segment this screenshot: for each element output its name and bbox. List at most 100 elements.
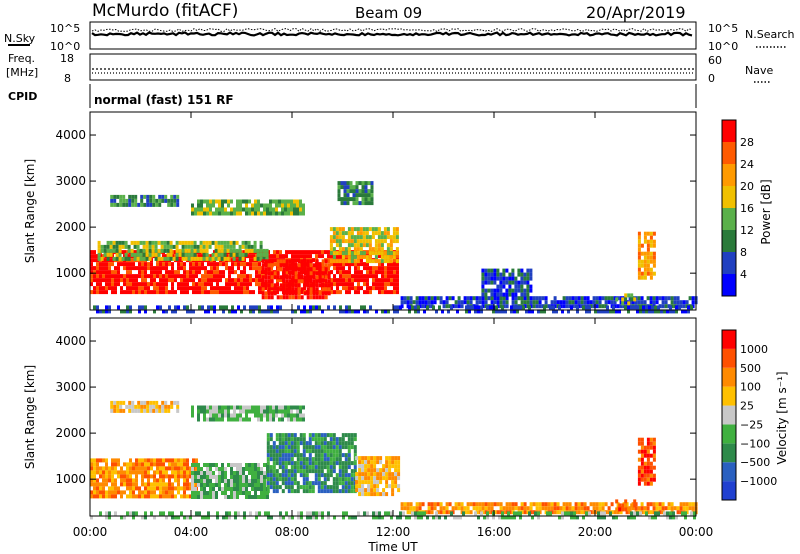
- data-cell: [230, 199, 233, 204]
- data-cell: [234, 286, 237, 291]
- data-cell: [137, 202, 141, 207]
- data-cell: [131, 202, 135, 207]
- data-cell: [296, 453, 300, 458]
- data-cell: [285, 270, 288, 275]
- data-cell: [303, 271, 307, 276]
- data-cell: [534, 511, 537, 516]
- data-cell: [206, 463, 209, 467]
- nave-tick-top: 60: [708, 54, 722, 67]
- data-cell: [245, 199, 248, 204]
- data-cell: [162, 462, 165, 467]
- data-cell: [180, 262, 183, 267]
- data-cell: [288, 266, 291, 271]
- data-cell: [151, 240, 155, 245]
- data-cell: [378, 290, 381, 295]
- data-cell: [477, 515, 480, 520]
- data-cell: [293, 481, 297, 486]
- data-cell: [118, 252, 122, 257]
- data-cell: [366, 286, 369, 291]
- data-cell: [154, 248, 158, 253]
- data-cell: [152, 194, 156, 199]
- data-cell: [134, 408, 138, 413]
- data-cell: [335, 441, 339, 446]
- data-cell: [342, 266, 345, 271]
- data-cell: [290, 199, 293, 204]
- data-cell: [312, 291, 316, 296]
- data-cell: [337, 197, 341, 202]
- data-cell: [460, 502, 464, 507]
- colorbar-tick-label: −25: [740, 418, 763, 431]
- data-cell: [256, 252, 260, 257]
- data-cell: [269, 211, 272, 216]
- data-cell: [183, 305, 186, 310]
- data-cell: [129, 474, 132, 479]
- data-cell: [326, 461, 330, 466]
- data-cell: [201, 282, 204, 287]
- data-cell: [144, 470, 147, 475]
- data-cell: [126, 482, 129, 487]
- data-cell: [525, 309, 528, 314]
- data-cell: [652, 465, 656, 470]
- data-cell: [180, 462, 183, 467]
- data-cell: [183, 466, 186, 471]
- data-cell: [132, 478, 135, 483]
- data-cell: [342, 262, 345, 267]
- data-cell: [595, 304, 599, 309]
- data-cell: [236, 207, 239, 212]
- data-cell: [296, 489, 300, 494]
- data-cell: [603, 515, 606, 520]
- data-cell: [177, 262, 180, 267]
- data-cell: [652, 441, 656, 446]
- data-cell: [275, 207, 278, 212]
- data-cell: [380, 247, 384, 252]
- data-cell: [223, 248, 227, 253]
- data-cell: [383, 255, 387, 260]
- data-cell: [646, 247, 650, 252]
- data-cell: [243, 286, 246, 291]
- data-cell: [670, 304, 674, 309]
- data-cell: [267, 515, 270, 520]
- data-cell: [380, 255, 384, 260]
- data-cell: [203, 491, 206, 495]
- data-cell: [379, 492, 383, 497]
- data-cell: [484, 268, 488, 273]
- data-cell: [324, 275, 328, 280]
- data-cell: [556, 510, 560, 515]
- data-cell: [240, 270, 243, 275]
- data-cell: [198, 278, 201, 283]
- data-cell: [175, 244, 179, 249]
- data-cell: [235, 240, 239, 245]
- data-cell: [159, 490, 162, 495]
- data-cell: [556, 300, 560, 305]
- data-cell: [681, 511, 684, 516]
- data-cell: [279, 267, 283, 272]
- data-cell: [248, 471, 251, 475]
- data-cell: [207, 278, 210, 283]
- data-cell: [348, 266, 351, 271]
- data-cell: [688, 506, 692, 511]
- data-cell: [439, 296, 443, 301]
- data-cell: [176, 404, 180, 409]
- data-cell: [627, 309, 630, 314]
- data-cell: [131, 408, 135, 413]
- data-cell: [137, 408, 141, 413]
- data-cell: [300, 259, 304, 264]
- data-cell: [151, 244, 155, 249]
- data-cell: [214, 240, 218, 245]
- data-cell: [514, 292, 518, 297]
- data-cell: [430, 510, 434, 515]
- data-cell: [239, 471, 242, 475]
- data-cell: [359, 235, 363, 240]
- data-cell: [329, 441, 333, 446]
- data-cell: [147, 282, 150, 287]
- data-cell: [126, 470, 129, 475]
- data-cell: [129, 494, 132, 499]
- data-cell: [173, 400, 177, 405]
- data-cell: [640, 300, 644, 305]
- data-cell: [90, 250, 93, 255]
- data-cell: [343, 185, 347, 190]
- data-cell: [356, 239, 360, 244]
- data-cell: [105, 278, 108, 283]
- data-cell: [257, 207, 260, 212]
- data-cell: [323, 437, 327, 442]
